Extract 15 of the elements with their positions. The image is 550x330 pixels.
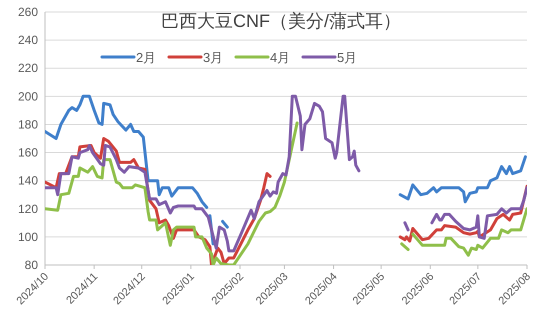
legend-label: 3月 — [203, 50, 224, 65]
y-tick-label: 120 — [18, 202, 38, 216]
y-tick-label: 140 — [18, 174, 38, 188]
y-tick-label: 100 — [18, 230, 38, 244]
y-tick-label: 180 — [18, 117, 38, 132]
y-tick-label: 200 — [18, 89, 38, 104]
legend-label: 2月 — [136, 50, 156, 65]
legend-label: 5月 — [337, 50, 358, 65]
y-tick-label: 160 — [18, 146, 38, 160]
y-tick-label: 260 — [18, 5, 38, 19]
chart-title: 巴西大豆CNF（美分/蒲式耳） — [161, 11, 401, 31]
y-tick-label: 80 — [24, 258, 38, 272]
legend-label: 4月 — [270, 50, 290, 65]
y-tick-label: 220 — [18, 61, 38, 76]
y-tick-label: 240 — [18, 33, 38, 48]
